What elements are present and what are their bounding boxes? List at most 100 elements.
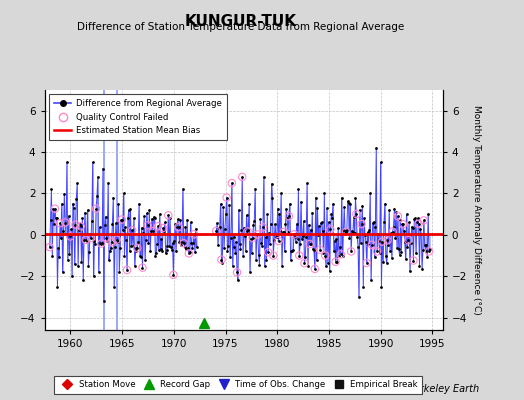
Point	[121, 224, 129, 230]
Point	[390, 206, 399, 212]
Point	[111, 244, 119, 250]
Point	[141, 256, 149, 263]
Point	[269, 252, 278, 259]
Point	[300, 260, 309, 266]
Point	[153, 240, 161, 247]
Point	[378, 238, 387, 245]
Point	[281, 221, 290, 227]
Point	[106, 248, 114, 254]
Point	[369, 219, 378, 225]
Point	[308, 210, 316, 216]
Point	[345, 235, 354, 242]
Point	[217, 256, 226, 263]
Point	[418, 266, 426, 272]
Point	[393, 245, 401, 252]
Point	[222, 194, 231, 201]
Point	[372, 145, 380, 151]
Point	[385, 207, 394, 213]
Point	[243, 228, 252, 234]
Point	[384, 242, 392, 248]
Point	[132, 244, 140, 251]
Point	[313, 205, 322, 212]
Point	[123, 267, 131, 273]
Point	[420, 217, 428, 224]
Point	[309, 246, 318, 253]
Point	[165, 242, 173, 249]
Point	[152, 250, 160, 256]
Point	[268, 194, 277, 201]
Point	[104, 180, 112, 186]
Point	[238, 174, 246, 180]
Point	[255, 251, 263, 258]
Point	[261, 234, 270, 240]
Point	[156, 211, 164, 217]
Point	[254, 231, 262, 238]
Point	[191, 248, 199, 255]
Point	[228, 263, 237, 269]
Point	[118, 216, 126, 223]
Point	[368, 242, 376, 248]
Point	[81, 209, 89, 216]
Point	[264, 249, 272, 256]
Point	[354, 244, 362, 250]
Point	[311, 266, 319, 272]
Point	[290, 231, 298, 238]
Point	[54, 245, 62, 252]
Point	[363, 260, 371, 266]
Point	[374, 230, 382, 237]
Point	[414, 220, 423, 227]
Point	[311, 194, 320, 201]
Point	[51, 206, 59, 212]
Point	[136, 252, 144, 259]
Point	[61, 219, 69, 226]
Point	[329, 200, 337, 207]
Point	[161, 219, 169, 226]
Point	[356, 240, 365, 246]
Point	[302, 234, 310, 240]
Point	[258, 243, 266, 249]
Point	[422, 241, 431, 248]
Point	[138, 264, 147, 271]
Point	[331, 238, 339, 244]
Point	[106, 245, 115, 252]
Point	[249, 222, 258, 228]
Point	[182, 246, 191, 252]
Point	[395, 246, 403, 252]
Point	[183, 216, 191, 223]
Point	[303, 180, 311, 186]
Point	[377, 283, 386, 290]
Point	[174, 224, 183, 230]
Point	[355, 294, 363, 300]
Point	[150, 215, 159, 222]
Point	[232, 238, 241, 245]
Point	[397, 249, 406, 255]
Point	[92, 206, 100, 212]
Point	[144, 240, 152, 246]
Point	[70, 261, 79, 267]
Point	[394, 213, 402, 220]
Point	[94, 269, 103, 275]
Point	[425, 245, 434, 252]
Point	[340, 204, 348, 211]
Point	[321, 252, 330, 259]
Point	[119, 190, 128, 197]
Point	[172, 248, 180, 254]
Point	[190, 231, 198, 238]
Point	[267, 180, 276, 187]
Point	[113, 238, 122, 245]
Point	[250, 217, 258, 224]
Point	[239, 252, 247, 259]
Point	[265, 230, 273, 236]
Point	[128, 227, 136, 234]
Point	[323, 205, 331, 211]
Point	[159, 225, 167, 231]
Point	[82, 236, 90, 243]
Point	[348, 229, 357, 236]
Point	[149, 214, 158, 220]
Point	[158, 248, 167, 254]
Point	[248, 234, 257, 241]
Point	[404, 237, 412, 243]
Point	[72, 195, 81, 202]
Point	[396, 217, 405, 223]
Point	[123, 267, 131, 273]
